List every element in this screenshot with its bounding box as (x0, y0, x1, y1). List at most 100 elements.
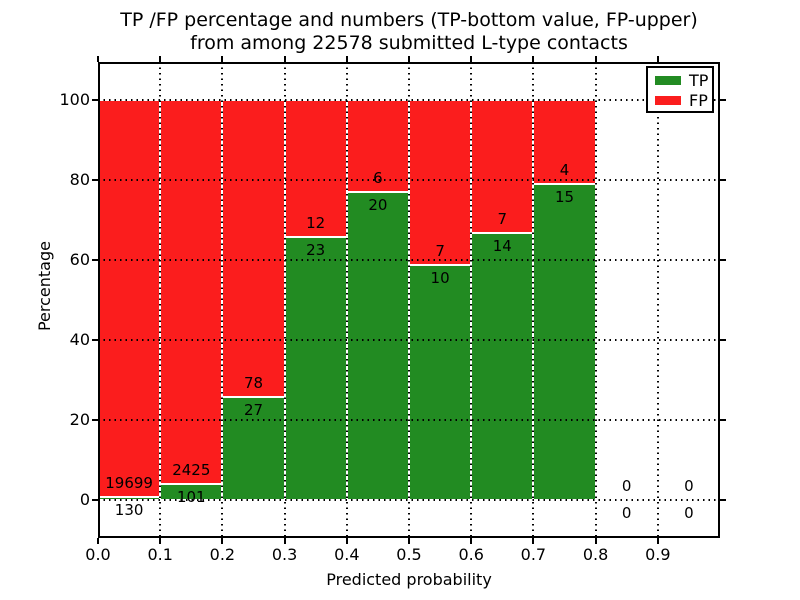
x-tick-label: 0.1 (147, 545, 173, 564)
annotation-tp-count: 101 (176, 488, 206, 506)
legend-row: TP (648, 70, 712, 90)
x-tick-mark (594, 538, 597, 544)
x-tick-label: 0.3 (271, 545, 298, 564)
annotation-fp-count: 4 (559, 161, 570, 180)
x-tick-mark (221, 56, 224, 62)
bar-tp-segment (533, 184, 596, 500)
chart-title: TP /FP percentage and numbers (TP-bottom… (98, 9, 720, 55)
y-tick-label: 80 (69, 170, 90, 189)
y-tick-label: 60 (69, 250, 90, 269)
y-tick-mark (720, 499, 726, 501)
annotation-tp-count: 0 (684, 504, 694, 522)
bar-tp-segment (222, 397, 285, 500)
y-tick-mark (92, 179, 98, 181)
legend: TP FP (646, 66, 714, 113)
y-tick-mark (92, 499, 98, 501)
x-tick-mark (221, 538, 224, 544)
y-tick-mark (720, 179, 726, 181)
y-tick-label: 0 (79, 490, 90, 509)
x-tick-label: 0.6 (458, 545, 484, 564)
x-tick-mark (97, 538, 99, 544)
y-tick-mark (720, 419, 726, 421)
x-tick-label: 0.0 (85, 545, 111, 564)
tp-swatch-icon (655, 76, 681, 85)
annotation-tp-count: 20 (368, 196, 388, 215)
x-tick-label: 0.7 (520, 545, 547, 564)
annotation-tp-count: 10 (430, 268, 450, 287)
x-tick-mark (159, 538, 162, 544)
annotation-fp-count: 7 (435, 241, 445, 260)
y-tick-mark (92, 99, 98, 101)
x-gridline (408, 62, 410, 538)
x-gridline (532, 62, 535, 538)
y-tick-mark (720, 259, 726, 261)
annotation-fp-count: 7 (497, 210, 508, 229)
y-tick-mark (720, 99, 726, 101)
x-gridline (656, 62, 659, 538)
y-tick-mark (92, 259, 98, 261)
x-gridline (221, 62, 224, 538)
annotation-tp-count: 27 (243, 401, 264, 420)
x-tick-label: 0.2 (209, 545, 236, 564)
x-tick-label: 0.5 (396, 545, 422, 564)
y-tick-label: 20 (69, 410, 90, 429)
x-tick-mark (470, 56, 473, 62)
y-axis-label: Percentage (35, 241, 54, 332)
annotation-tp-count: 15 (554, 188, 575, 207)
y-tick-mark (720, 339, 726, 341)
annotation-fp-count: 19699 (105, 474, 153, 493)
x-tick-mark (159, 56, 162, 62)
legend-row: FP (648, 90, 712, 110)
plot-area: 19699 130 2425 101 78 27 12 23 6 20 7 10 7 14 4 15 0 0 0 0 (98, 62, 720, 538)
annotation-fp-count: 0 (684, 477, 694, 495)
y-tick-label: 40 (69, 330, 90, 349)
annotation-tp-count: 14 (492, 237, 512, 256)
x-tick-mark (656, 538, 659, 544)
annotation-tp-count: 23 (306, 241, 326, 260)
y-tick-mark (92, 339, 98, 341)
bar-tp-segment (409, 264, 472, 500)
fp-swatch-icon (655, 96, 681, 105)
x-gridline (283, 62, 286, 538)
chart-title-line2: from among 22578 submitted L-type contac… (190, 32, 628, 54)
annotation-tp-count: 0 (621, 504, 632, 522)
x-tick-label: 0.9 (645, 545, 671, 564)
x-tick-mark (408, 538, 410, 544)
x-tick-mark (345, 56, 348, 62)
annotation-fp-count: 78 (243, 374, 264, 393)
annotation-fp-count: 2425 (172, 461, 211, 479)
x-tick-mark (470, 538, 473, 544)
x-tick-mark (532, 538, 535, 544)
bar-fp-segment (222, 100, 285, 398)
annotation-tp-count: 130 (114, 501, 144, 520)
annotation-fp-count: 12 (306, 214, 326, 233)
x-tick-mark (345, 538, 348, 544)
x-axis-label: Predicted probability (326, 570, 492, 589)
y-tick-mark (92, 419, 98, 421)
x-gridline (594, 62, 597, 538)
x-tick-mark (408, 56, 410, 62)
x-tick-label: 0.8 (582, 545, 609, 564)
bar-fp-segment (98, 100, 161, 498)
x-tick-mark (97, 56, 99, 62)
x-tick-label: 0.4 (334, 545, 360, 564)
chart-title-line1: TP /FP percentage and numbers (TP-bottom… (120, 9, 698, 31)
legend-label: FP (689, 91, 708, 110)
x-tick-mark (283, 56, 286, 62)
legend-label: TP (689, 71, 709, 90)
x-tick-mark (656, 56, 659, 62)
x-gridline (345, 62, 348, 538)
x-gridline (470, 62, 473, 538)
x-tick-mark (532, 56, 535, 62)
y-tick-label: 100 (59, 90, 90, 109)
x-tick-mark (594, 56, 597, 62)
x-tick-mark (283, 538, 286, 544)
bar-tp-segment (284, 237, 347, 500)
bar-tp-segment (471, 233, 534, 500)
bar-tp-segment (346, 192, 409, 500)
annotation-fp-count: 6 (373, 169, 383, 188)
bar-fp-segment (160, 100, 223, 484)
annotation-fp-count: 0 (621, 477, 632, 495)
bar-fp-segment (409, 100, 472, 265)
